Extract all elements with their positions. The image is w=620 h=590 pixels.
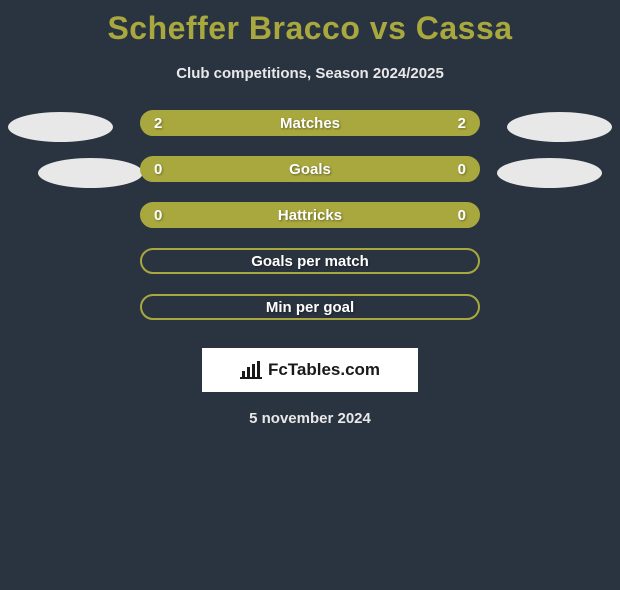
stat-label: Hattricks xyxy=(278,207,342,224)
stat-bar: 0 Goals 0 xyxy=(140,156,480,182)
stat-value-right: 2 xyxy=(458,115,466,132)
stat-value-left: 0 xyxy=(154,207,162,224)
stat-bar: Min per goal xyxy=(140,294,480,320)
page-subtitle: Club competitions, Season 2024/2025 xyxy=(0,65,620,82)
player-marker-left xyxy=(38,158,143,188)
player-marker-right xyxy=(497,158,602,188)
stat-bar: Goals per match xyxy=(140,248,480,274)
stat-value-left: 2 xyxy=(154,115,162,132)
stat-label: Goals per match xyxy=(251,253,369,270)
stat-label: Goals xyxy=(289,161,331,178)
page-title: Scheffer Bracco vs Cassa xyxy=(0,10,620,47)
stat-bar: 2 Matches 2 xyxy=(140,110,480,136)
stat-value-right: 0 xyxy=(458,207,466,224)
stat-value-left: 0 xyxy=(154,161,162,178)
date-text: 5 november 2024 xyxy=(0,410,620,427)
brand-text: FcTables.com xyxy=(268,360,380,380)
stat-bar: 0 Hattricks 0 xyxy=(140,202,480,228)
stat-label: Matches xyxy=(280,115,340,132)
player-marker-left xyxy=(8,112,113,142)
stat-row: 0 Goals 0 xyxy=(0,156,620,202)
stat-row: 2 Matches 2 xyxy=(0,110,620,156)
stat-label: Min per goal xyxy=(266,299,354,316)
stat-row: 0 Hattricks 0 xyxy=(0,202,620,248)
stat-rows: 2 Matches 2 0 Goals 0 0 Hattricks 0 Goals per mat… xyxy=(0,110,620,340)
chart-icon xyxy=(240,361,262,379)
stat-row: Min per goal xyxy=(0,294,620,340)
stat-value-right: 0 xyxy=(458,161,466,178)
stat-row: Goals per match xyxy=(0,248,620,294)
brand-badge[interactable]: FcTables.com xyxy=(202,348,418,392)
player-marker-right xyxy=(507,112,612,142)
